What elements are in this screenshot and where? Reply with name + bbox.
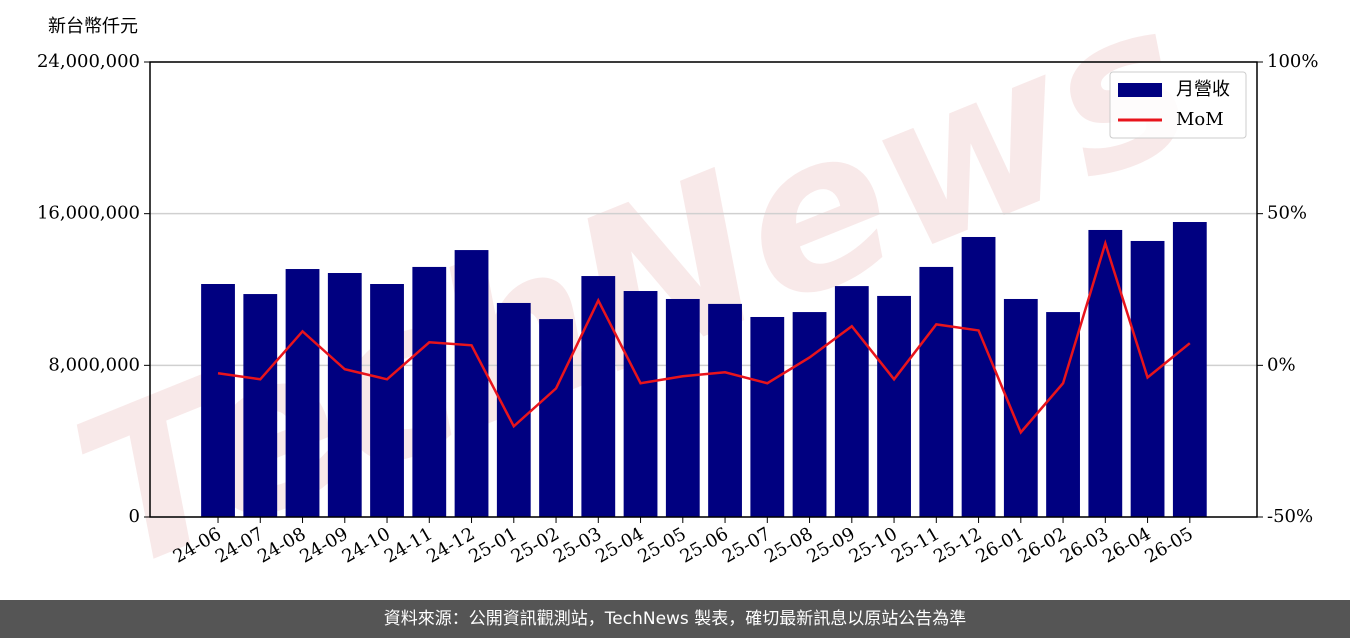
x-tick-label: 26-05 bbox=[1141, 523, 1196, 567]
y-tick-label: 8,000,000 bbox=[48, 354, 140, 375]
bar bbox=[285, 269, 320, 517]
bar bbox=[1172, 222, 1207, 517]
legend-label: 月營收 bbox=[1176, 79, 1230, 100]
bar bbox=[623, 291, 658, 517]
bar bbox=[708, 303, 742, 517]
y2-tick-label: 0% bbox=[1267, 354, 1296, 375]
y2-tick-label: -50% bbox=[1267, 506, 1313, 527]
y-axis-label: 新台幣仟元 bbox=[48, 16, 138, 36]
plot-frame bbox=[149, 61, 1258, 518]
bar bbox=[750, 316, 785, 517]
bar bbox=[961, 236, 996, 517]
y-tick-label: 24,000,000 bbox=[37, 51, 140, 72]
bar bbox=[792, 312, 827, 517]
bar bbox=[919, 266, 954, 517]
bar bbox=[327, 273, 362, 517]
bar bbox=[877, 295, 911, 517]
bar bbox=[201, 284, 235, 517]
bar bbox=[539, 319, 573, 517]
y-tick-label: 0 bbox=[129, 506, 140, 527]
y2-tick-label: 50% bbox=[1267, 203, 1307, 224]
bar bbox=[581, 276, 616, 517]
bar bbox=[665, 298, 700, 517]
y-tick-label: 16,000,000 bbox=[37, 203, 140, 224]
line bbox=[217, 239, 1191, 435]
bar bbox=[370, 284, 404, 517]
bar bbox=[454, 250, 489, 518]
bar bbox=[412, 266, 447, 517]
y2-tick-label: 100% bbox=[1267, 51, 1318, 72]
bar bbox=[1088, 229, 1123, 518]
bar bbox=[834, 286, 869, 517]
bar bbox=[243, 294, 278, 517]
legend-label: MoM bbox=[1176, 109, 1224, 130]
chart: 新台幣仟元 TechNews08,000,00016,000,00024,000… bbox=[37, 0, 1319, 619]
bar bbox=[1003, 298, 1038, 517]
bar bbox=[496, 302, 531, 517]
footer: 資料來源：公開資訊觀測站，TechNews 製表，確切最新訊息以原站公告為準 bbox=[0, 600, 1350, 638]
legend-swatch bbox=[1118, 83, 1162, 97]
